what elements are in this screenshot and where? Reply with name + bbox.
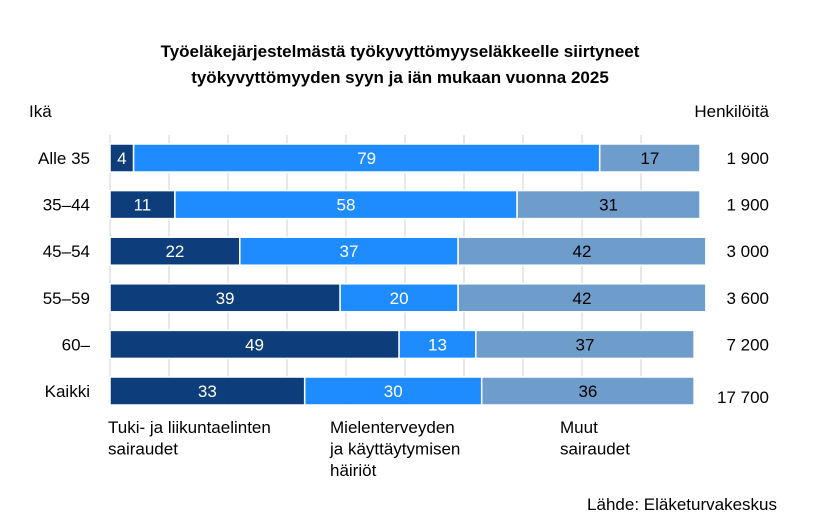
value-label-2-3: 37	[339, 242, 358, 261]
total-label: 7 200	[726, 335, 769, 354]
value-label-1-5: 49	[245, 335, 264, 354]
bar-2-5	[398, 329, 477, 360]
gridlines	[109, 135, 642, 406]
category-label: 35–44	[43, 196, 90, 215]
legend: Tuki- ja liikuntaelinten sairaudet Mielent…	[108, 418, 630, 480]
legend-label-2: Mielenterveyden ja käyttäytymisen häiriöt	[329, 418, 460, 480]
total-label: 17 700	[717, 388, 769, 407]
value-label-2-5: 13	[428, 335, 447, 354]
bars: 4 79 17 11 58 31 22 37 42 39 20 42 49 13 37 33 30 36	[109, 143, 707, 406]
bar-3-3	[457, 236, 707, 266]
bar-2-4	[339, 283, 459, 313]
total-label: 1 900	[726, 196, 769, 215]
total-label: 1 900	[726, 149, 769, 168]
bar-3-1	[598, 143, 701, 173]
bar-2-3	[239, 236, 459, 266]
total-labels: 1 900 1 900 3 000 3 600 7 200 17 700	[717, 149, 769, 407]
value-label-3-5: 37	[575, 335, 594, 354]
category-label: Kaikki	[45, 382, 90, 401]
y-axis-label: Ikä	[29, 102, 52, 121]
value-label-1-3: 22	[165, 242, 184, 261]
legend-label-1: Tuki- ja liikuntaelinten sairaudet	[108, 418, 271, 459]
value-label-3-1: 17	[640, 149, 659, 168]
total-label: 3 600	[726, 289, 769, 308]
value-label-2-1: 79	[357, 149, 376, 168]
value-label-1-1: 4	[117, 149, 126, 168]
chart-title-line-1: Työeläkejärjestelmästä työkyvyttömyyselä…	[161, 42, 640, 61]
bar-3-6	[480, 376, 695, 406]
value-label-1-6: 33	[198, 382, 217, 401]
value-label-3-6: 36	[578, 382, 597, 401]
bar-1-4	[109, 283, 341, 313]
bar-3-4	[457, 283, 707, 313]
value-label-1-2: 11	[134, 196, 152, 215]
legend-label-3: Muut sairaudet	[560, 418, 630, 459]
category-label: 45–54	[43, 242, 90, 261]
value-label-2-6: 30	[384, 382, 403, 401]
bar-2-2	[174, 189, 518, 220]
bar-2-6	[303, 376, 483, 406]
value-label-3-3: 42	[573, 242, 592, 261]
chart-title-line-2: työkyvyttömyyden syyn ja iän mukaan vuon…	[191, 68, 609, 87]
bar-3-2	[516, 189, 701, 220]
value-label-2-2: 58	[337, 196, 356, 215]
category-labels: Alle 35 35–44 45–54 55–59 60– Kaikki	[38, 149, 91, 401]
source-note: Lähde: Eläketurvakeskus	[587, 495, 777, 514]
value-label-2-4: 20	[390, 289, 409, 308]
value-label-3-2: 31	[599, 196, 618, 215]
bar-1-2	[109, 189, 176, 220]
category-label: 60–	[62, 335, 91, 354]
category-label: 55–59	[43, 289, 90, 308]
value-label-3-4: 42	[573, 289, 592, 308]
bar-3-5	[475, 329, 695, 360]
value-label-1-4: 39	[216, 289, 235, 308]
category-label: Alle 35	[38, 149, 90, 168]
total-label: 3 000	[726, 242, 769, 261]
totals-header: Henkilöitä	[694, 102, 769, 121]
bar-1-3	[109, 236, 241, 266]
